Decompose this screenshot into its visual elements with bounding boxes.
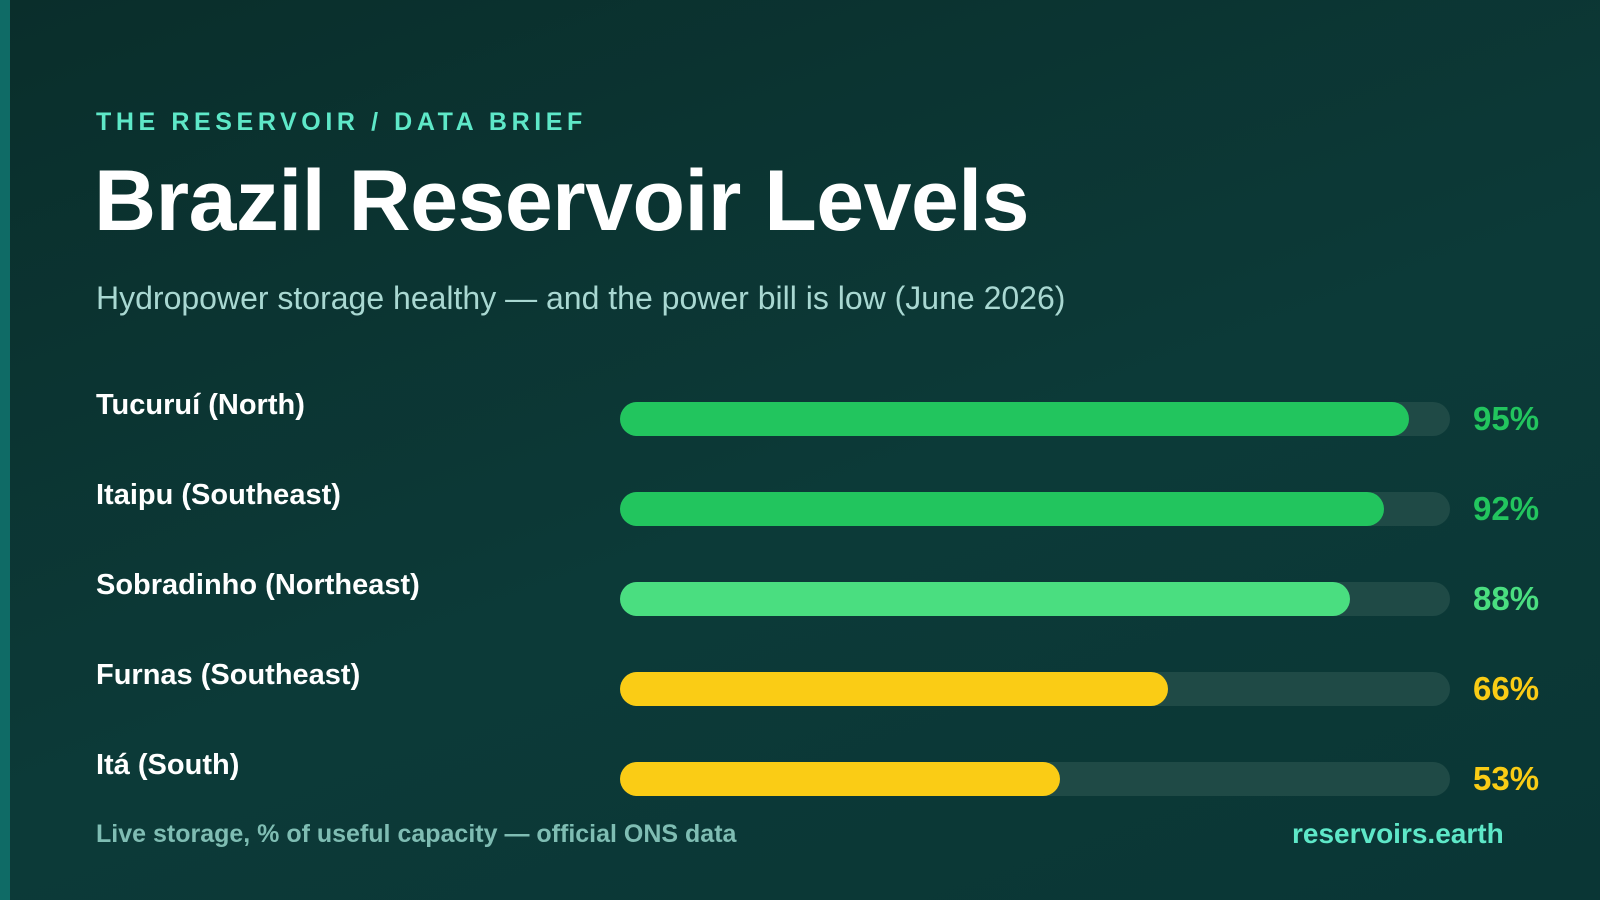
page-title: Brazil Reservoir Levels <box>94 153 1030 249</box>
brand-link[interactable]: reservoirs.earth <box>1292 818 1504 849</box>
bar <box>620 762 1060 796</box>
bar-track <box>620 672 1450 706</box>
footnote: Live storage, % of useful capacity — off… <box>96 820 737 848</box>
bar <box>620 672 1168 706</box>
value-label: 95% <box>1473 400 1540 437</box>
bar-track <box>620 492 1450 526</box>
accent-stripe <box>0 0 10 900</box>
chart-row: Itá (South) 53% <box>0 749 1600 798</box>
category-label: Sobradinho (Northeast) <box>96 569 420 601</box>
value-label: 53% <box>1473 760 1540 797</box>
category-label: Itá (South) <box>96 749 240 781</box>
chart-row: Furnas (Southeast) 66% <box>0 659 1600 708</box>
value-label: 88% <box>1473 580 1540 617</box>
bar-track <box>620 762 1450 796</box>
bar <box>620 492 1384 526</box>
bar-track <box>620 582 1450 616</box>
chart-row: Tucuruí (North) 95% <box>0 389 1600 438</box>
category-label: Tucuruí (North) <box>96 389 305 421</box>
bar <box>620 582 1351 616</box>
chart-row: Sobradinho (Northeast) 88% <box>0 569 1600 618</box>
bar-track <box>620 402 1450 436</box>
value-label: 66% <box>1473 670 1540 707</box>
category-label: Furnas (Southeast) <box>96 659 361 691</box>
bar <box>620 402 1409 436</box>
chart-row: Itaipu (Southeast) 92% <box>0 479 1600 528</box>
kicker: THE RESERVOIR / DATA BRIEF <box>96 108 587 136</box>
category-label: Itaipu (Southeast) <box>96 479 341 511</box>
subtitle: Hydropower storage healthy — and the pow… <box>96 280 1066 316</box>
value-label: 92% <box>1473 490 1540 527</box>
